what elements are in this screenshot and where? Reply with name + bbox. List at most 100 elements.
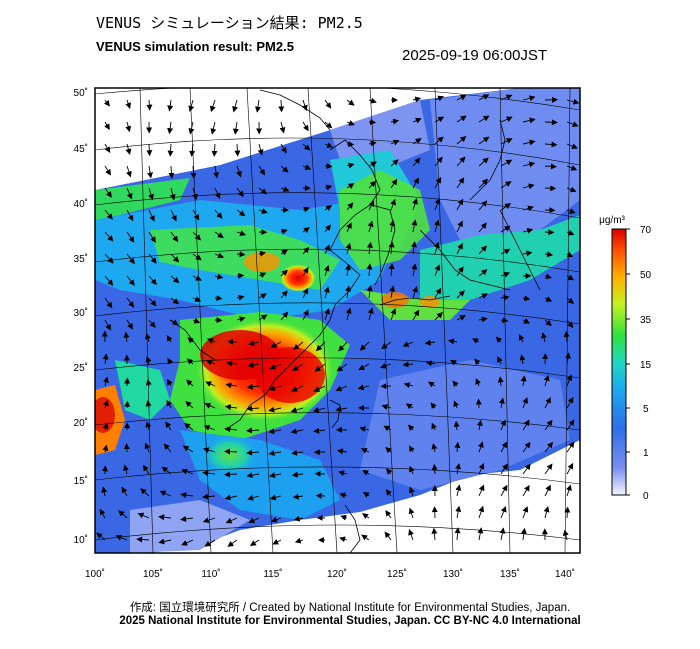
wind-vector [566, 374, 573, 387]
wind-vector [338, 470, 348, 477]
wind-vector [362, 469, 370, 476]
timestamp: 2025-09-19 06:00JST [402, 47, 548, 64]
colorbar-unit: μg/m³ [599, 215, 625, 226]
wind-vector [408, 529, 414, 541]
wind-vector [357, 384, 370, 391]
wind-vector [456, 198, 464, 211]
wind-vector [291, 449, 304, 456]
wind-vector [478, 316, 488, 323]
wind-vector [104, 121, 110, 130]
wind-vector [280, 228, 288, 235]
wind-vector [169, 187, 176, 201]
lon-tick-130: 130˚ [443, 568, 463, 580]
wind-vector [385, 489, 392, 497]
wind-vector [500, 484, 508, 497]
wind-vector [246, 405, 260, 412]
wind-vector [566, 98, 580, 105]
lat-tick-25: 25˚ [74, 362, 88, 374]
wind-vector [453, 420, 460, 431]
wind-vector [385, 510, 392, 519]
lon-tick-135: 135˚ [500, 568, 520, 580]
wind-vector [544, 229, 555, 236]
wind-vector [368, 119, 377, 126]
wind-vector [104, 187, 112, 198]
wind-vector [455, 484, 462, 497]
lon-tick-labels: 100˚ 105˚ 110˚ 115˚ 120˚ 125˚ 130˚ 135˚ … [85, 568, 575, 580]
wind-vector [472, 338, 480, 344]
wind-vector [566, 297, 575, 304]
lon-tick-120: 120˚ [327, 568, 347, 580]
wind-vector [500, 419, 506, 431]
wind-vector [258, 165, 266, 176]
wind-vector [362, 513, 370, 520]
wind-vector [168, 165, 175, 179]
wind-vector [104, 165, 111, 176]
wind-vector [390, 178, 398, 189]
wind-vector [478, 484, 485, 497]
wind-vector [411, 219, 418, 233]
wind-vector [291, 471, 304, 478]
wind-vector [434, 136, 444, 145]
wind-vector [206, 359, 216, 366]
wind-vector [180, 492, 194, 499]
wind-vector [158, 538, 172, 545]
wind-vector [456, 243, 463, 255]
wind-vector [290, 428, 304, 435]
wind-vector [206, 338, 216, 344]
wind-vector [500, 116, 513, 123]
wind-vector [280, 311, 289, 321]
wind-vector [224, 494, 238, 501]
wind-vector [346, 162, 355, 169]
wind-vector [268, 428, 282, 435]
wind-vector [543, 506, 550, 519]
wind-vector [345, 285, 352, 299]
wind-vector [280, 186, 290, 192]
wind-vector [518, 334, 525, 343]
wind-vector [313, 385, 326, 392]
wind-vector [566, 462, 574, 475]
wind-vector [210, 99, 216, 113]
lon-tick-115: 115˚ [263, 568, 282, 580]
wind-vector [189, 143, 196, 157]
wind-vector [500, 294, 510, 301]
wind-vector [324, 142, 334, 148]
wind-vector [202, 470, 216, 477]
wind-vector [258, 250, 266, 257]
wind-vector [225, 517, 238, 524]
wind-vector [408, 507, 415, 519]
wind-vector [345, 263, 351, 277]
wind-vector [148, 231, 156, 243]
wind-vector [103, 99, 110, 107]
wind-vector [192, 187, 198, 201]
wind-vector [412, 309, 420, 321]
wind-vector [302, 246, 310, 255]
colorbar-label-15: 15 [640, 360, 652, 371]
wind-vector [562, 529, 569, 541]
wind-vector [159, 490, 172, 497]
wind-vector [544, 441, 554, 453]
wind-vector [474, 358, 481, 366]
wind-vector [268, 406, 282, 413]
wind-vector [302, 267, 309, 277]
wind-vector [564, 506, 571, 519]
wind-vector [522, 463, 531, 475]
wind-vector [412, 96, 422, 103]
wind-vector [158, 514, 172, 521]
wind-vector [236, 230, 247, 237]
wind-vector [522, 397, 528, 409]
lon-tick-100: 100˚ [85, 568, 105, 580]
wind-vector [247, 362, 260, 369]
wind-vector [564, 352, 571, 365]
wind-vector [214, 295, 223, 302]
wind-vector [390, 118, 400, 125]
wind-vector [302, 121, 309, 132]
wind-vector [187, 337, 194, 344]
wind-vector [246, 427, 260, 434]
wind-vector [324, 308, 330, 321]
colorbar-label-70: 70 [640, 225, 652, 236]
wind-vector [232, 121, 239, 135]
wind-vector [544, 141, 558, 148]
wind-vector [126, 253, 135, 265]
wind-vector [498, 397, 505, 409]
wind-vector [411, 263, 418, 277]
